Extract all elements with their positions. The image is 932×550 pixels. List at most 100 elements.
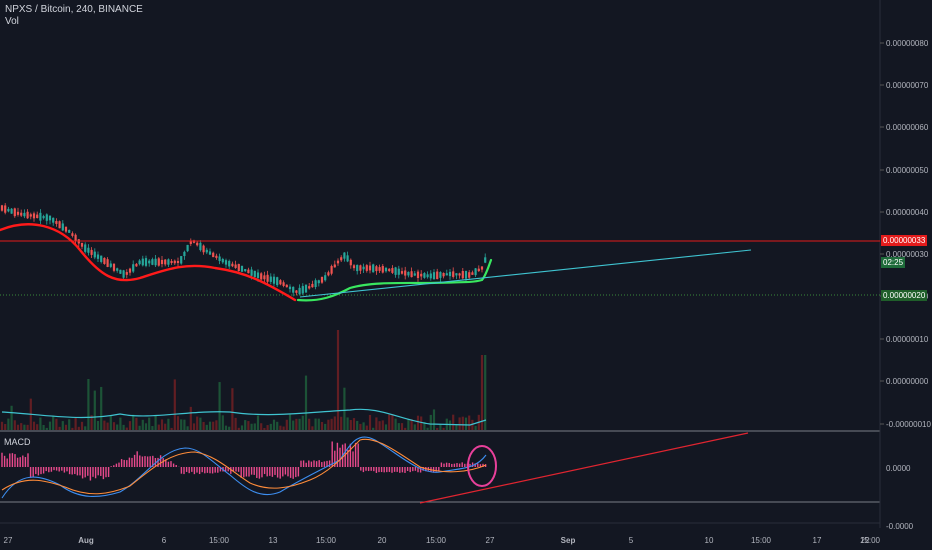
macd-histogram-bar xyxy=(170,461,172,467)
volume-bar xyxy=(480,355,484,430)
macd-histogram-bar xyxy=(261,467,263,478)
candle-body xyxy=(196,242,199,246)
candle-body xyxy=(138,260,141,265)
candle-body xyxy=(173,260,176,264)
candle-body xyxy=(45,214,48,221)
macd-histogram-bar xyxy=(191,467,193,472)
macd-histogram-bar xyxy=(128,457,131,467)
macd-histogram-bar xyxy=(315,461,318,467)
macd-histogram-bar xyxy=(206,467,209,473)
time-tick-label: 10 xyxy=(705,536,714,545)
candle-body xyxy=(164,259,167,265)
macd-histogram-bar xyxy=(76,467,79,476)
macd-histogram-bar xyxy=(107,467,110,477)
macd-histogram-bar xyxy=(32,467,34,477)
volume-bar xyxy=(420,416,423,430)
volume-bar xyxy=(439,424,442,430)
volume-bar xyxy=(192,423,196,430)
candle-body xyxy=(468,272,471,278)
candle-body xyxy=(52,217,55,223)
macd-histogram-bar xyxy=(115,463,118,467)
macd-line xyxy=(1,436,487,499)
macd-histogram-bar xyxy=(141,456,144,467)
candle-body xyxy=(192,240,196,243)
signal-line xyxy=(1,438,487,495)
macd-histogram-bar xyxy=(367,467,370,472)
volume-bar xyxy=(0,421,4,430)
macd-label[interactable]: MACD xyxy=(4,437,31,447)
macd-histogram-bar xyxy=(27,453,29,467)
macd-histogram-bar xyxy=(167,461,170,467)
price-tick-label: 0.00000050 xyxy=(886,166,929,175)
macd-histogram-bar xyxy=(105,467,107,478)
candle-body xyxy=(36,214,39,219)
volume-bar xyxy=(340,416,343,430)
time-tick-label: 6 xyxy=(162,536,167,545)
volume-bar xyxy=(336,330,340,430)
volume-bar xyxy=(413,424,416,430)
macd-histogram-bar xyxy=(365,467,367,471)
candle-body xyxy=(336,260,340,264)
volume-bar xyxy=(199,417,202,430)
macd-histogram-bar xyxy=(253,467,255,475)
macd-histogram-bar xyxy=(37,467,40,476)
candle-body xyxy=(247,269,250,274)
macd-histogram-bar xyxy=(89,467,92,481)
time-tick-label: 15:00 xyxy=(751,536,772,545)
volume-bar xyxy=(122,424,125,430)
macd-histogram-bar xyxy=(352,451,354,467)
candle-body xyxy=(132,264,135,272)
candle-body xyxy=(288,286,292,290)
price-tick-label: 0.00000040 xyxy=(886,208,929,217)
macd-histogram-bar xyxy=(3,455,6,467)
volume-bar xyxy=(314,418,317,430)
volume-label[interactable]: Vol xyxy=(5,16,19,27)
volume-bar xyxy=(429,414,432,430)
macd-histogram-bar xyxy=(198,467,201,475)
macd-histogram-bar xyxy=(263,467,266,475)
volume-bar xyxy=(74,417,77,430)
candle-body xyxy=(135,263,138,267)
macd-histogram-bar xyxy=(19,457,21,467)
time-tick-label: 15:00 xyxy=(426,536,447,545)
macd-histogram-bar xyxy=(48,467,50,473)
candle-body xyxy=(330,266,333,274)
volume-bar xyxy=(384,424,388,430)
macd-histogram-bar xyxy=(417,467,419,473)
macd-histogram-bar xyxy=(162,458,164,467)
candle-body xyxy=(26,211,29,219)
symbol-title[interactable]: NPXS / Bitcoin, 240, BINANCE xyxy=(5,4,143,15)
macd-histogram-bar xyxy=(81,467,84,479)
macd-histogram-bar xyxy=(45,467,47,472)
macd-histogram-bar xyxy=(245,467,248,477)
candle-body xyxy=(151,259,154,265)
macd-histogram-bar xyxy=(399,467,401,473)
volume-bar xyxy=(64,424,68,430)
candle-body xyxy=(378,267,381,271)
macd-histogram-bar xyxy=(469,463,471,467)
macd-histogram-bar xyxy=(193,467,196,475)
volume-bar xyxy=(464,417,468,430)
volume-bar xyxy=(80,421,84,430)
macd-histogram-bar xyxy=(16,457,19,467)
macd-histogram-bar xyxy=(409,467,411,473)
candle-body xyxy=(429,273,432,279)
macd-histogram-bar xyxy=(461,462,463,467)
candle-body xyxy=(4,205,7,213)
volume-bar xyxy=(212,421,215,430)
macd-histogram-bar xyxy=(451,463,453,467)
candle-body xyxy=(352,265,356,269)
macd-histogram-bar xyxy=(406,467,409,471)
candle-body xyxy=(48,215,52,221)
candle-body xyxy=(128,268,132,273)
volume-bar xyxy=(416,415,420,430)
volume-bar xyxy=(356,420,359,430)
volume-bar xyxy=(176,416,180,430)
macd-histogram-bar xyxy=(471,462,474,467)
time-tick-label: Aug xyxy=(78,536,94,545)
candle-body xyxy=(148,260,151,264)
macd-histogram-bar xyxy=(9,453,11,467)
macd-histogram-bar xyxy=(289,467,292,478)
macd-histogram-bar xyxy=(339,447,341,467)
